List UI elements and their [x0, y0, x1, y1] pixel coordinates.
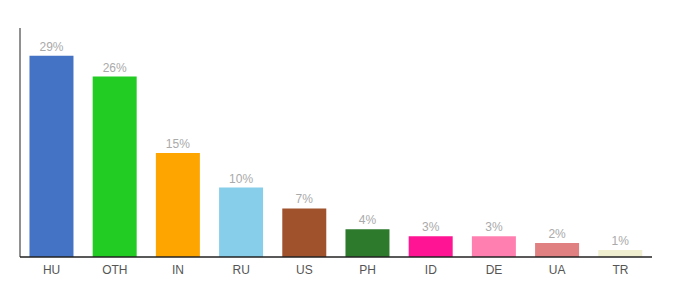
svg-text:DE: DE: [486, 263, 503, 277]
svg-text:3%: 3%: [422, 220, 440, 234]
svg-text:3%: 3%: [485, 220, 503, 234]
svg-text:IN: IN: [172, 263, 184, 277]
svg-text:ID: ID: [425, 263, 437, 277]
svg-text:UA: UA: [549, 263, 566, 277]
svg-text:4%: 4%: [359, 213, 377, 227]
svg-text:26%: 26%: [103, 61, 127, 75]
svg-text:1%: 1%: [612, 234, 630, 248]
svg-text:OTH: OTH: [102, 263, 127, 277]
svg-text:RU: RU: [233, 263, 250, 277]
svg-text:7%: 7%: [296, 192, 314, 206]
svg-text:TR: TR: [612, 263, 628, 277]
svg-text:15%: 15%: [166, 137, 190, 151]
svg-text:2%: 2%: [548, 227, 566, 241]
svg-text:HU: HU: [43, 263, 60, 277]
svg-text:29%: 29%: [39, 40, 63, 54]
svg-text:US: US: [296, 263, 313, 277]
svg-text:PH: PH: [359, 263, 376, 277]
svg-text:10%: 10%: [229, 172, 253, 186]
